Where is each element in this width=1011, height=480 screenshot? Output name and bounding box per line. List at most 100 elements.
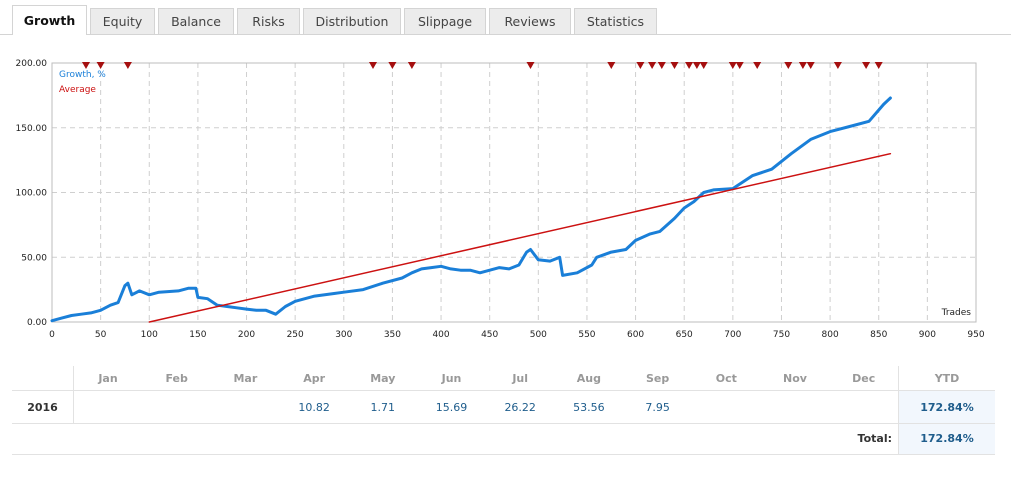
x-tick-label: 500 [530,330,547,340]
trade-marker [728,62,737,69]
total-value: 172.84% [920,432,974,445]
x-tick-label: 900 [919,330,936,340]
x-tick-label: 100 [141,330,158,340]
trade-marker [648,62,657,69]
trade-marker [123,62,132,69]
trade-marker [692,62,701,69]
trade-markers [82,62,883,69]
header-month: Aug [576,372,601,385]
tab-bar-divider [0,34,1011,35]
month-value: 15.69 [435,401,468,414]
year-column-divider [73,366,74,423]
trade-marker [96,62,105,69]
trade-marker [699,62,708,69]
tab-bar: Growth Equity Balance Risks Distribution… [0,0,1011,36]
header-month: Jul [512,372,529,385]
trade-marker [407,62,416,69]
x-tick-label: 250 [287,330,304,340]
trade-marker [753,62,762,69]
y-axis: 0.00 50.00 100.00 150.00 200.00 [16,59,48,328]
month-value: 10.82 [298,401,330,414]
header-month: May [370,372,396,385]
header-month: Nov [783,372,807,385]
table-total-row: Total: 172.84% [12,422,995,455]
trade-marker [388,62,397,69]
trade-marker [526,62,535,69]
tab-statistics[interactable]: Statistics [574,8,657,34]
trade-marker [657,62,666,69]
growth-line [50,96,892,323]
header-month: Feb [165,372,188,385]
header-ytd: YTD [934,372,960,385]
trade-marker [874,62,883,69]
x-tick-label: 800 [822,330,839,340]
month-value: 53.56 [573,401,605,414]
monthly-returns-table: YTD Jan Feb Mar Apr May Jun Jul Aug Sep Oct Nov Dec… [12,366,995,462]
x-axis: 0 50 100 150 200 250 300 350 400 450 500 550 600 650 7… [49,330,985,340]
trade-marker [670,62,679,69]
trade-marker [806,62,815,69]
header-month: Dec [852,372,876,385]
trade-marker [798,62,807,69]
tab-distribution[interactable]: Distribution [303,8,401,34]
x-tick-label: 350 [384,330,401,340]
header-month: Jan [98,372,118,385]
tab-reviews[interactable]: Reviews [489,8,571,34]
x-axis-label: Trades [941,308,972,318]
trade-marker [735,62,744,69]
month-value: 1.71 [370,401,396,414]
ytd-column-background [899,390,995,454]
y-tick-label: 50.00 [21,253,47,263]
x-tick-label: 200 [238,330,255,340]
chart-grid [52,63,976,322]
trade-marker [636,62,645,69]
row-year: 2016 [27,401,58,414]
plot-area-border [51,62,977,323]
x-tick-label: 950 [967,330,984,340]
legend-average: Average [59,85,96,95]
x-tick-label: 600 [627,330,644,340]
trade-marker [369,62,377,69]
total-label: Total: [857,432,892,445]
tab-growth[interactable]: Growth [12,5,87,35]
average-line [148,152,892,323]
month-value: 7.95 [645,401,670,414]
legend-growth: Growth, % [59,70,106,80]
y-tick-label: 100.00 [16,189,48,199]
x-tick-label: 400 [432,330,449,340]
x-tick-label: 650 [676,330,693,340]
month-value: 26.22 [504,401,536,414]
header-month: Jun [441,372,462,385]
y-tick-label: 150.00 [16,124,48,134]
tab-balance[interactable]: Balance [158,8,234,34]
header-month: Apr [303,372,325,385]
y-tick-label: 200.00 [16,59,48,69]
x-tick-label: 50 [95,330,107,340]
x-tick-label: 850 [870,330,887,340]
header-month: Mar [233,372,258,385]
ytd-column-divider [898,366,899,454]
growth-chart: 0.00 50.00 100.00 150.00 200.00 0 50 100 150 200… [16,59,985,340]
trade-marker [82,62,90,69]
trade-marker [862,62,871,69]
y-tick-label: 0.00 [27,318,47,328]
header-month: Oct [715,372,737,385]
chart-series [50,96,892,323]
table-row: 2016 172.84% 10.82 1.71 15.69 26.22 53.56 7.9… [12,390,995,424]
trade-marker [784,62,793,69]
table-header: YTD Jan Feb Mar Apr May Jun Jul Aug Sep Oct Nov Dec [12,366,995,390]
x-tick-label: 550 [578,330,595,340]
trade-marker [685,62,694,69]
trade-marker [607,62,616,69]
header-month: Sep [645,372,670,385]
tab-risks[interactable]: Risks [237,8,300,34]
x-tick-label: 700 [724,330,741,340]
tab-equity[interactable]: Equity [90,8,155,34]
x-tick-label: 0 [49,330,55,340]
x-tick-label: 300 [335,330,352,340]
x-tick-label: 150 [189,330,206,340]
row-ytd-value: 172.84% [920,401,974,414]
trade-marker [833,62,842,69]
x-tick-label: 450 [481,330,498,340]
tab-slippage[interactable]: Slippage [404,8,486,34]
